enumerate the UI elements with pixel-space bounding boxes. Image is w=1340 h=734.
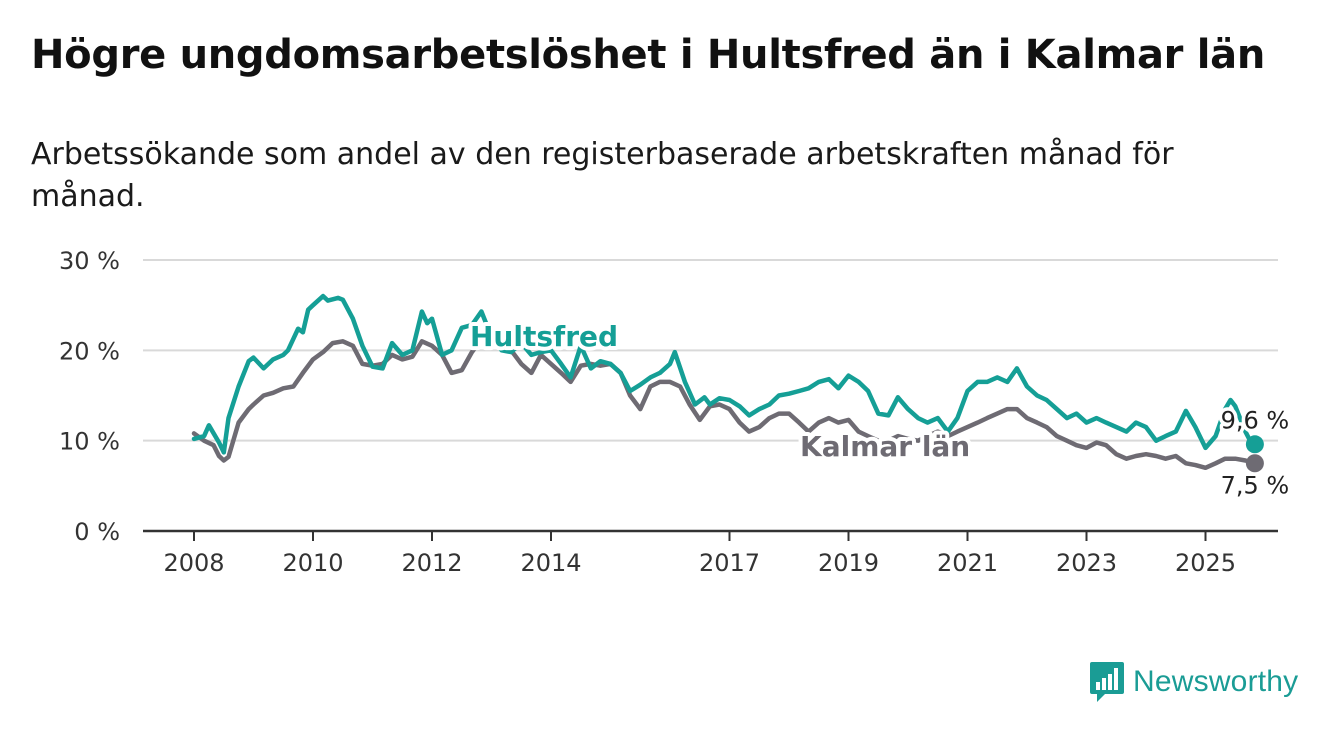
end-label-kalmar-text: 7,5 % xyxy=(1221,471,1290,499)
end-point-hultsfred xyxy=(1245,435,1264,454)
end-label-hultsfred-text: 9,6 % xyxy=(1221,406,1290,434)
series-label-kalmar-text: Kalmar län xyxy=(800,430,970,463)
end-label-kalmar-halo: 7,5 % xyxy=(1221,471,1290,499)
end-label-hultsfred-halo: 9,6 % xyxy=(1221,406,1290,434)
end-label-hultsfred: 9,6 %9,6 % xyxy=(1217,403,1293,438)
y-axis-ticks: 0 % 10 % 20 % 30 % xyxy=(59,247,120,546)
chart-subtitle: Arbetssökande som andel av den registerb… xyxy=(31,137,1174,214)
series-label-hultsfred-text: Hultsfred xyxy=(470,320,618,353)
y-tick-label: 20 % xyxy=(59,337,120,365)
y-tick-label: 0 % xyxy=(74,518,120,546)
chart-title: Högre ungdomsarbetslöshet i Hultsfred än… xyxy=(31,32,1266,78)
x-tick-label: 2023 xyxy=(1056,549,1117,577)
x-tick-label: 2010 xyxy=(282,549,343,577)
end-label-kalmar: 7,5 %7,5 % xyxy=(1217,468,1293,503)
series-label-kalmar-halo: Kalmar län xyxy=(800,430,970,463)
x-axis-ticks: 2008 2010 2012 2014 2017 2019 2021 2023 2025 xyxy=(163,531,1236,577)
x-tick-label: 2019 xyxy=(818,549,879,577)
series-line-hultsfred xyxy=(191,293,1258,455)
y-tick-label: 30 % xyxy=(59,247,120,275)
x-tick-label: 2025 xyxy=(1175,549,1236,577)
x-tick-label: 2021 xyxy=(937,549,998,577)
chart-bars-icon xyxy=(1090,662,1124,702)
series-lines xyxy=(191,293,1264,473)
series-line-kalmar xyxy=(191,331,1258,471)
end-point-kalmar xyxy=(1245,454,1264,473)
grid-lines xyxy=(143,259,1278,442)
x-tick-label: 2014 xyxy=(520,549,581,577)
x-tick-label: 2012 xyxy=(401,549,462,577)
x-tick-label: 2017 xyxy=(699,549,760,577)
series-label-hultsfred-halo: Hultsfred xyxy=(470,320,618,353)
brand-name: Newsworthy xyxy=(1133,665,1299,698)
y-tick-label: 10 % xyxy=(59,428,120,456)
newsworthy-logo: Newsworthy xyxy=(1089,660,1298,704)
x-tick-label: 2008 xyxy=(163,549,224,577)
